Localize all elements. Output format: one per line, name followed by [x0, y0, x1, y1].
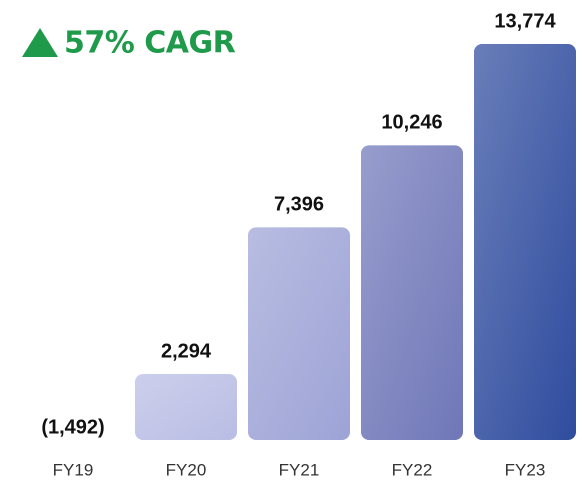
- x-tick-label: FY20: [166, 460, 207, 479]
- x-tick-label: FY23: [505, 460, 546, 479]
- value-label: 2,294: [161, 340, 212, 362]
- bars: [135, 43, 576, 440]
- value-label: 7,396: [274, 194, 324, 216]
- x-tick-label: FY22: [392, 460, 433, 479]
- value-label: 13,774: [494, 10, 556, 32]
- up-triangle-icon: [22, 28, 58, 57]
- bar: [135, 374, 237, 440]
- value-label: (1,492): [41, 416, 104, 438]
- bar: [474, 43, 576, 440]
- chart-title: 57% CAGR: [64, 26, 236, 61]
- bar: [248, 227, 350, 440]
- x-tick-label: FY21: [279, 460, 320, 479]
- value-label: 10,246: [381, 112, 442, 134]
- bar: [361, 145, 463, 440]
- x-tick-label: FY19: [53, 460, 94, 479]
